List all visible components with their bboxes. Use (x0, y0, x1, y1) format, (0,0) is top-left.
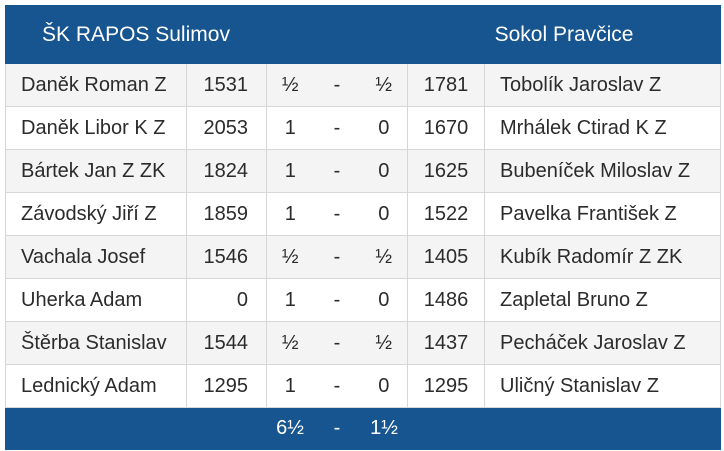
home-player-score: ½ (266, 63, 314, 107)
away-player-name: Bubeníček Miloslav Z (484, 149, 722, 193)
board-row: Bártek Jan Z ZK 1824 1-0 1625 Bubeníček Milo… (5, 149, 722, 193)
home-player-score: 1 (266, 192, 314, 236)
away-player-score: 0 (360, 278, 409, 322)
away-player-rating: 1781 (407, 63, 486, 107)
match-result-table: ŠK RAPOS Sulimov Sokol Pravčice Daněk Ro… (5, 5, 722, 450)
board-row: Daněk Libor K Z 2053 1-0 1670 Mrhálek Ctirad… (5, 106, 722, 150)
total-separator: - (313, 407, 361, 450)
away-player-score: 0 (360, 364, 409, 408)
away-player-name: Zapletal Bruno Z (484, 278, 722, 322)
away-player-score: 0 (360, 106, 409, 150)
away-total-score: 1½ (359, 407, 409, 450)
home-player-rating: 1544 (186, 321, 267, 365)
home-player-name: Uherka Adam (5, 278, 187, 322)
home-player-name: Lednický Adam (5, 364, 187, 408)
board-row: Daněk Roman Z 1531 ½ - ½ 1781 Tobolík Jaroslav… (5, 63, 722, 107)
away-player-name: Pavelka František Z (484, 192, 722, 236)
home-player-name: Daněk Roman Z (5, 63, 187, 107)
board-row: Štěrba Stanislav 1544 ½ - ½ 1437 Pecháček Jaro… (5, 321, 722, 365)
total-score-row: 6½ - 1½ (5, 407, 722, 450)
header-spacer (265, 5, 409, 64)
away-player-rating: 1522 (407, 192, 486, 236)
home-player-score: 1 (266, 106, 314, 150)
away-player-score: ½ (360, 235, 409, 279)
home-player-score: 1 (266, 364, 314, 408)
away-player-rating: 1486 (407, 278, 486, 322)
home-player-score: ½ (266, 321, 314, 365)
home-player-name: Štěrba Stanislav (5, 321, 187, 365)
home-player-rating: 1824 (186, 149, 267, 193)
away-player-score: ½ (360, 63, 409, 107)
away-player-name: Kubík Radomír Z ZK (484, 235, 722, 279)
away-player-score: 0 (360, 149, 409, 193)
score-separator: - (313, 278, 361, 322)
score-separator: - (313, 106, 361, 150)
away-player-name: Pecháček Jaroslav Z (484, 321, 722, 365)
home-player-rating: 1859 (186, 192, 267, 236)
home-player-name: Vachala Josef (5, 235, 187, 279)
away-player-rating: 1437 (407, 321, 486, 365)
home-total-score: 6½ (266, 407, 314, 450)
home-player-score: ½ (266, 235, 314, 279)
away-player-score: 0 (360, 192, 409, 236)
home-player-name: Daněk Libor K Z (5, 106, 187, 150)
away-team-name: Sokol Pravčice (407, 5, 722, 64)
home-team-name: ŠK RAPOS Sulimov (5, 5, 267, 64)
away-player-name: Tobolík Jaroslav Z (484, 63, 722, 107)
away-player-name: Uličný Stanislav Z (484, 364, 722, 408)
away-player-rating: 1670 (407, 106, 486, 150)
team-header-row: ŠK RAPOS Sulimov Sokol Pravčice (5, 5, 722, 64)
board-row: Uherka Adam 0 1-0 1486 Zapletal Bruno Z (5, 278, 722, 322)
home-player-name: Závodský Jiří Z (5, 192, 187, 236)
away-player-score: ½ (360, 321, 409, 365)
home-player-name: Bártek Jan Z ZK (5, 149, 187, 193)
score-separator: - (313, 149, 361, 193)
home-player-score: 1 (266, 149, 314, 193)
home-player-rating: 1531 (186, 63, 267, 107)
away-player-rating: 1405 (407, 235, 486, 279)
total-spacer-right (407, 407, 722, 450)
home-player-rating: 0 (186, 278, 267, 322)
score-separator: - (313, 321, 361, 365)
score-separator: - (313, 63, 361, 107)
home-player-rating: 2053 (186, 106, 267, 150)
score-separator: - (313, 192, 361, 236)
total-spacer-left (5, 407, 267, 450)
score-separator: - (313, 235, 361, 279)
home-player-score: 1 (266, 278, 314, 322)
away-player-name: Mrhálek Ctirad K Z (484, 106, 722, 150)
away-player-rating: 1625 (407, 149, 486, 193)
away-player-rating: 1295 (407, 364, 486, 408)
home-player-rating: 1295 (186, 364, 267, 408)
score-separator: - (313, 364, 361, 408)
board-row: Lednický Adam 1295 1-0 1295 Uličný Stanislav… (5, 364, 722, 408)
board-row: Vachala Josef 1546 ½ - ½ 1405 Kubík Radomír Z … (5, 235, 722, 279)
board-row: Závodský Jiří Z 1859 1-0 1522 Pavelka Franti… (5, 192, 722, 236)
home-player-rating: 1546 (186, 235, 267, 279)
